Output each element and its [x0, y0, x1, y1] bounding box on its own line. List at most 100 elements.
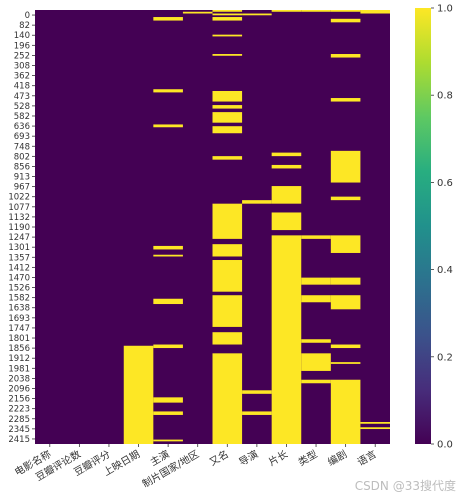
y-tick-label: 1357	[8, 253, 30, 263]
y-tick-label: 693	[14, 132, 30, 142]
y-tick-label: 913	[14, 173, 30, 183]
colorbar-tick-label: 0.2	[437, 352, 453, 363]
heatmap-cell-missing	[212, 332, 243, 345]
y-tick-label: 1526	[8, 284, 30, 294]
heatmap-cell-missing	[153, 397, 183, 403]
y-tick-label: 1638	[8, 304, 30, 314]
heatmap-cell-missing	[330, 362, 361, 364]
heatmap-cell-missing	[212, 13, 243, 16]
heatmap-cell-missing	[212, 90, 243, 102]
heatmap-cell-missing	[330, 196, 361, 201]
colorbar-tick-label: 0.0	[437, 440, 453, 451]
heatmap-cell-missing	[212, 295, 243, 327]
heatmap-cell-missing	[153, 245, 183, 250]
y-tick-label: 1470	[8, 273, 30, 283]
y-tick-label: 2285	[8, 415, 30, 425]
heatmap-cell-missing	[301, 10, 331, 12]
y-tick-label: 1582	[8, 294, 30, 304]
y-tick-label: 1412	[8, 263, 30, 273]
y-tick-label: 2415	[8, 435, 30, 445]
heatmap-cell-missing	[153, 411, 183, 415]
y-tick-label: 748	[14, 142, 30, 152]
colorbar-tick-label: 0.6	[437, 178, 453, 189]
heatmap-cell-missing	[301, 235, 331, 239]
heatmap-cell-missing	[360, 421, 390, 424]
y-tick-label: 1247	[8, 233, 30, 243]
y-tick-label: 1301	[8, 243, 30, 253]
heatmap-cell-missing	[242, 200, 272, 204]
heatmap-cell-missing	[182, 11, 213, 14]
y-tick-label: 1856	[8, 344, 30, 354]
heatmap-cell-missing	[153, 298, 183, 305]
x-tick-label: 语言	[355, 447, 379, 468]
y-tick-label: 636	[14, 122, 30, 132]
y-tick-label: 473	[14, 92, 30, 102]
heatmap-cell-missing	[212, 156, 243, 160]
y-tick-label: 967	[14, 183, 30, 193]
heatmap-cell-missing	[212, 34, 243, 37]
heatmap-cell-missing	[271, 212, 302, 231]
heatmap-cells	[35, 10, 390, 444]
y-tick-label: 1801	[8, 334, 30, 344]
heatmap-cell-missing	[271, 235, 302, 444]
watermark-text: CSDN @33搜代度	[354, 479, 456, 493]
heatmap-cell-missing	[330, 235, 361, 253]
heatmap-cell-missing	[330, 98, 361, 102]
heatmap-cell-missing	[212, 54, 243, 56]
y-tick-label: 1132	[8, 213, 30, 223]
y-tick-label: 82	[19, 21, 30, 31]
x-tick-label: 类型	[296, 447, 320, 468]
colorbar-tick-label: 0.4	[437, 265, 453, 276]
y-tick-label: 1190	[8, 223, 30, 233]
y-tick-label: 196	[14, 41, 30, 51]
y-tick-label: 582	[14, 112, 30, 122]
y-tick-label: 2038	[8, 374, 30, 384]
heatmap-cell-missing	[212, 260, 243, 292]
heatmap-cell-missing	[330, 295, 361, 310]
y-tick-label: 2096	[8, 384, 30, 394]
y-tick-label: 362	[14, 72, 30, 82]
heatmap-cell-missing	[271, 152, 302, 157]
y-tick-label: 1981	[8, 364, 30, 374]
heatmap-cell-missing	[330, 10, 361, 12]
heatmap-cell-missing	[301, 339, 331, 343]
heatmap-cell-missing	[153, 17, 183, 21]
heatmap-cell-missing	[153, 344, 183, 349]
y-tick-labels: 0821401962523083624184735285826366937488…	[8, 11, 35, 445]
heatmap-cell-missing	[242, 390, 272, 394]
y-tick-label: 1022	[8, 193, 30, 203]
heatmap-cell-missing	[153, 254, 183, 257]
heatmap-cell-missing	[153, 439, 183, 442]
heatmap-cell-missing	[360, 427, 390, 430]
y-tick-label: 252	[14, 51, 30, 61]
heatmap-cell-missing	[212, 353, 243, 444]
y-tick-label: 0	[25, 11, 30, 21]
heatmap-cell-missing	[212, 244, 243, 257]
colorbar-gradient	[415, 8, 431, 444]
heatmap-cell-missing	[330, 379, 361, 444]
heatmap-cell-missing	[330, 54, 361, 58]
y-tick-label: 308	[14, 62, 30, 72]
y-tick-label: 856	[14, 162, 30, 172]
heatmap-cell-missing	[330, 18, 361, 23]
y-tick-label: 2156	[8, 395, 30, 405]
y-tick-label: 2223	[8, 405, 30, 415]
heatmap-cell-missing	[153, 124, 183, 128]
heatmap-cell-missing	[212, 10, 243, 12]
heatmap-cell-missing	[330, 277, 361, 285]
heatmap-cell-missing	[301, 379, 331, 384]
heatmap-cell-missing	[271, 10, 302, 12]
heatmap-cell-missing	[212, 126, 243, 134]
y-tick-label: 140	[14, 31, 30, 41]
heatmap-cell-missing	[360, 10, 390, 14]
heatmap-cell-missing	[242, 13, 272, 16]
x-tick-label: 导演	[237, 447, 261, 468]
y-tick-label: 1912	[8, 354, 30, 364]
x-tick-label: 又名	[207, 447, 231, 468]
x-tick-label: 片长	[266, 447, 290, 468]
heatmap-cell-missing	[153, 89, 183, 93]
heatmap-cell-missing	[271, 186, 302, 204]
y-tick-label: 418	[14, 82, 30, 92]
